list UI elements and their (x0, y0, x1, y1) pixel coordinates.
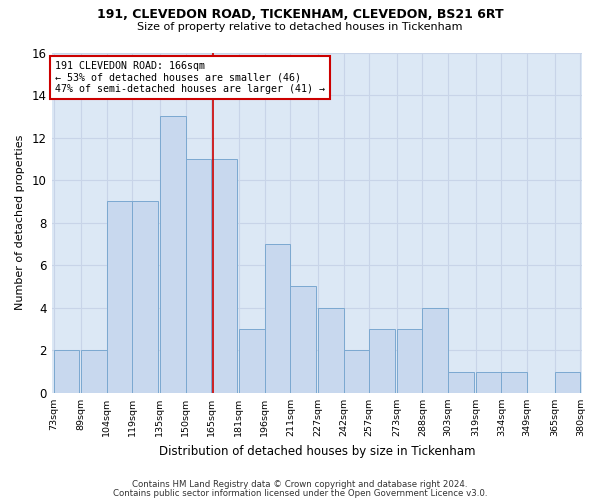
Bar (107, 202, 133, 393)
Text: Contains HM Land Registry data © Crown copyright and database right 2024.: Contains HM Land Registry data © Crown c… (132, 480, 468, 489)
X-axis label: Distribution of detached houses by size in Tickenham: Distribution of detached houses by size … (158, 444, 475, 458)
Text: 191, CLEVEDON ROAD, TICKENHAM, CLEVEDON, BS21 6RT: 191, CLEVEDON ROAD, TICKENHAM, CLEVEDON,… (97, 8, 503, 20)
Bar (290, 286, 316, 393)
Bar (160, 116, 185, 393)
Text: Size of property relative to detached houses in Tickenham: Size of property relative to detached ho… (137, 22, 463, 32)
Text: 191 CLEVEDON ROAD: 166sqm
← 53% of detached houses are smaller (46)
47% of semi-: 191 CLEVEDON ROAD: 166sqm ← 53% of detac… (55, 61, 325, 94)
Bar (133, 202, 158, 393)
Bar (448, 372, 474, 393)
Bar (476, 372, 502, 393)
Y-axis label: Number of detached properties: Number of detached properties (15, 135, 25, 310)
Bar (81, 350, 107, 393)
Bar (422, 308, 448, 393)
Bar (265, 244, 290, 393)
Bar (397, 329, 422, 393)
Text: Contains public sector information licensed under the Open Government Licence v3: Contains public sector information licen… (113, 488, 487, 498)
Bar (318, 308, 344, 393)
Bar (239, 329, 265, 393)
Bar (502, 372, 527, 393)
Bar (344, 350, 369, 393)
Bar (211, 159, 237, 393)
Bar (185, 159, 211, 393)
Bar (554, 372, 580, 393)
Bar (53, 350, 79, 393)
Bar (369, 329, 395, 393)
